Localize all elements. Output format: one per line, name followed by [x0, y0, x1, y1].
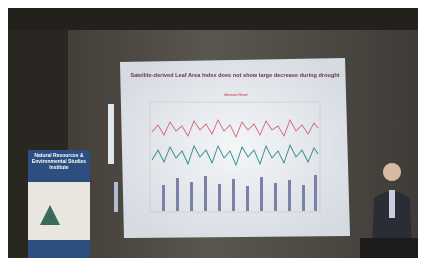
bar: [190, 182, 193, 211]
bar: [246, 186, 249, 211]
bar: [274, 183, 277, 211]
bar: [218, 184, 221, 211]
bar: [232, 179, 235, 211]
presenter-shirt: [389, 190, 395, 218]
toolbar-small: [114, 182, 118, 212]
presenter-head: [383, 163, 401, 181]
bar: [314, 175, 317, 211]
banner-text-box: Natural Resources & Environmental Studie…: [30, 153, 88, 181]
toolbar: [108, 104, 114, 164]
podium: [360, 238, 418, 258]
slide-title: Satellite-derived Leaf Area Index does n…: [130, 73, 339, 79]
banner-title: Natural Resources & Environmental Studie…: [30, 153, 88, 171]
bar: [204, 176, 207, 211]
bar: [162, 185, 165, 211]
bar: [288, 180, 291, 211]
bar: [302, 185, 305, 211]
bar: [260, 177, 263, 211]
scene: Satellite-derived Leaf Area Index does n…: [0, 0, 425, 265]
banner-footer: [28, 240, 90, 258]
slide-subtitle: Merced River: [224, 92, 248, 97]
ceiling: [8, 8, 418, 30]
bar: [176, 178, 179, 211]
